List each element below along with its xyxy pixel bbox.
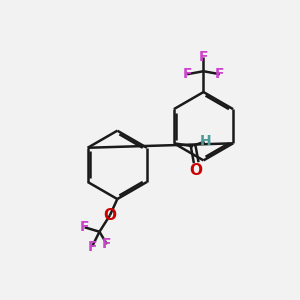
Text: F: F <box>80 220 89 234</box>
Text: O: O <box>190 164 203 178</box>
Text: F: F <box>215 67 225 81</box>
Text: O: O <box>103 208 116 223</box>
Text: F: F <box>199 50 208 64</box>
Text: H: H <box>200 134 212 148</box>
Text: F: F <box>87 240 97 254</box>
Text: F: F <box>182 67 192 81</box>
Text: F: F <box>102 237 112 251</box>
